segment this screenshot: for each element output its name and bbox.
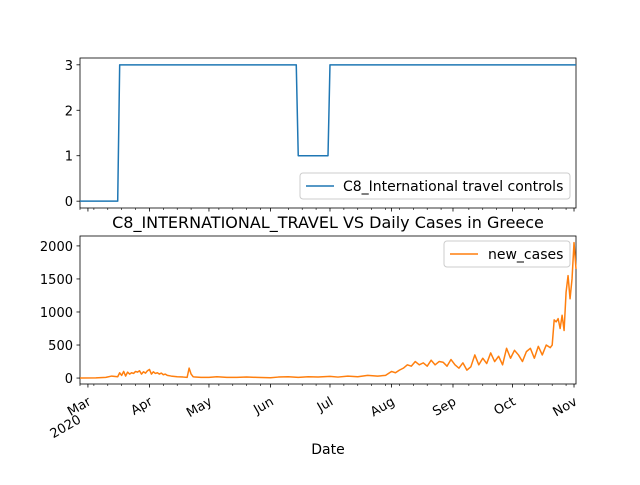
bottom-y-axis: 0 500 1000 1500 2000 xyxy=(40,240,80,387)
bottom-series-line-0 xyxy=(79,241,577,379)
top-y-tick-label: 0 xyxy=(65,195,73,210)
top-y-tick-label: 3 xyxy=(65,59,73,74)
bottom-y-tick-label: 500 xyxy=(48,339,73,354)
bottom-legend-box xyxy=(443,240,571,268)
top-legend-label: C8_International travel controls xyxy=(343,179,563,195)
bottom-plot-area xyxy=(79,241,577,379)
bottom-legend: new_cases xyxy=(443,240,571,268)
x-tick-label: Jul xyxy=(314,394,336,415)
top-series-line-0 xyxy=(80,64,576,202)
top-axes-frame xyxy=(79,57,577,209)
top-legend: C8_International travel controls xyxy=(299,172,571,200)
top-y-axis: 0 1 2 3 xyxy=(65,59,80,210)
chart-title: C8_INTERNATIONAL_TRAVEL VS Daily Cases i… xyxy=(112,213,544,233)
bottom-y-tick-label: 0 xyxy=(65,372,73,387)
bottom-y-tick-label: 1500 xyxy=(40,273,73,288)
bottom-axes-frame xyxy=(79,235,577,385)
x-axis-label: Date xyxy=(311,442,344,458)
bottom-y-tick-label: 1000 xyxy=(40,306,73,321)
top-axes: 0 1 2 3 C8_International travel controls xyxy=(65,57,577,212)
bottom-y-tick-label: 2000 xyxy=(40,240,73,255)
bottom-legend-label: new_cases xyxy=(488,247,563,263)
top-y-tick-label: 1 xyxy=(65,150,73,165)
top-y-tick-label: 2 xyxy=(65,104,73,119)
top-plot-area xyxy=(80,64,576,202)
top-legend-box xyxy=(299,172,571,200)
top-x-axis xyxy=(79,208,575,212)
